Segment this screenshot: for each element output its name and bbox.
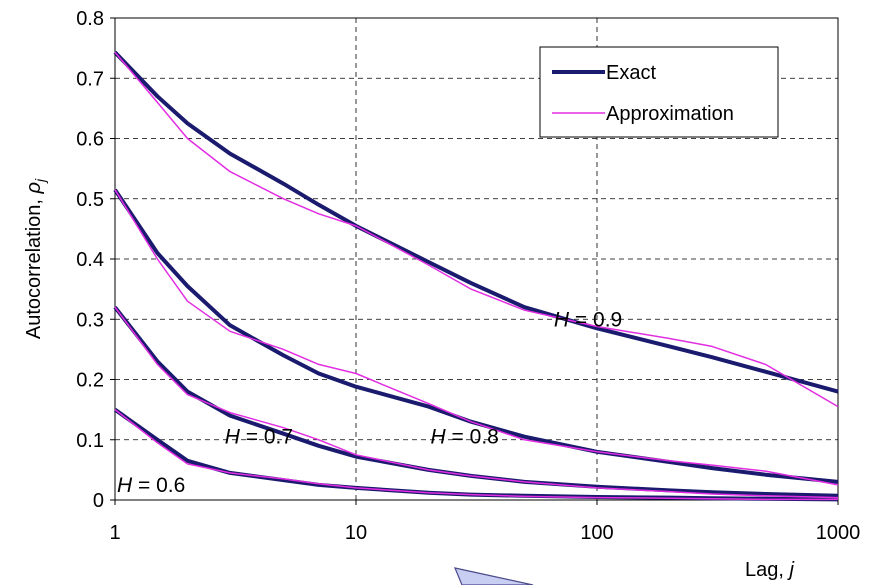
curve-label-value: = 0.9 [569,308,622,331]
series-line [114,189,839,486]
series-line [114,409,838,501]
y-tick-label: 0.5 [76,189,104,211]
y-axis-title-var: ρ [23,182,45,194]
y-tick-label: 0.2 [76,370,104,392]
series-line [113,188,839,484]
series-line [114,306,839,499]
series-line [114,51,839,408]
curve-label: H = 0.7 [225,426,293,449]
curve-annotations: H = 0.9H = 0.8H = 0.7H = 0.6 [117,308,622,497]
curve-label: H = 0.6 [117,474,185,497]
series-approximation-09 [114,51,839,408]
legend: Exact Approximation [539,46,779,138]
y-tick-label: 0.8 [76,8,104,30]
x-axis-title-text: Lag, [745,559,789,581]
y-tick-label: 0.1 [76,430,104,452]
y-tick-label: 0.4 [76,249,104,271]
legend-label-approximation: Approximation [606,103,734,125]
y-tick-label: 0.6 [76,129,104,151]
y-tick-label: 0 [93,490,104,512]
curve-label-var: H [554,308,570,331]
legend-box [539,46,779,138]
series-layer [113,50,839,502]
series-approximation-06 [114,409,839,501]
curve-label-value: = 0.8 [446,426,499,449]
y-axis-title-sub: j [32,178,48,184]
grid-lines [115,18,838,500]
curve-label: H = 0.9 [554,308,622,331]
legend-label-exact: Exact [606,62,656,84]
x-tick-label: 1 [109,522,120,544]
callout-pointer-shape [454,567,534,585]
x-tick-label: 100 [580,522,613,544]
y-axis-title-text: Autocorrelation, [23,193,45,339]
series-approximation-08 [114,189,839,486]
x-axis-title: Lag, j [745,559,794,581]
curve-label-var: H [117,474,133,497]
curve-label: H = 0.8 [431,426,499,449]
axis-ticks: 0 0.1 0.2 0.3 0.4 0.5 0.6 0.7 0.8 1 10 100 1000 [76,8,860,544]
curve-label-var: H [225,426,241,449]
x-tick-label: 1000 [816,522,861,544]
y-tick-label: 0.7 [76,68,104,90]
x-tick-label: 10 [345,522,367,544]
x-axis-title-var: j [786,559,794,581]
curve-label-var: H [431,426,447,449]
curve-label-value: = 0.6 [132,474,185,497]
series-approximation-07 [114,306,839,499]
curve-label-value: = 0.7 [240,426,293,449]
series-exact-09 [113,50,839,394]
y-axis-title: Autocorrelation, ρj [23,178,48,339]
series-line [113,50,839,394]
y-tick-label: 0.3 [76,309,104,331]
